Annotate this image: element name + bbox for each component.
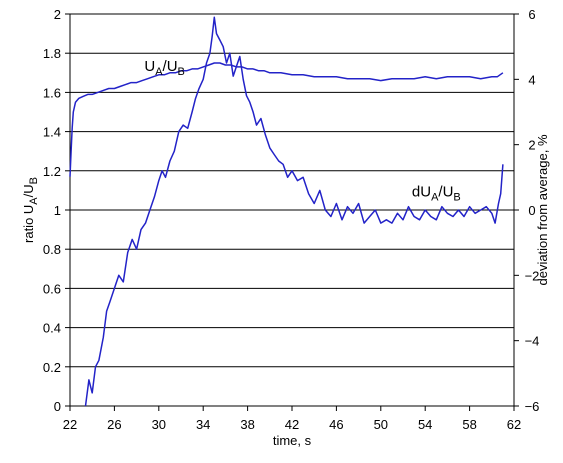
deviation-series	[84, 16, 504, 407]
deviation-series-line	[84, 16, 504, 407]
left-y-tick-label: 1.6	[43, 85, 61, 100]
x-tick-label: 58	[462, 417, 476, 432]
left-y-tick-label: 1.8	[43, 46, 61, 61]
left-y-tick-label: 1.2	[43, 164, 61, 179]
x-tick-label: 46	[329, 417, 343, 432]
left-y-tick-label: 1	[54, 203, 61, 218]
x-tick-label: 34	[196, 417, 210, 432]
left-y-tick-label: 1.4	[43, 125, 61, 140]
ratio-series	[69, 62, 504, 177]
left-y-tick-label: 0	[54, 399, 61, 414]
x-tick-label: 50	[374, 417, 388, 432]
left-y-axis-ticks: 0 0.2 0.4 0.6 0.8 1 1.2 1.4 1.6 1.8 2	[43, 7, 70, 414]
x-tick-label: 38	[240, 417, 254, 432]
series-annotations: UA/UB dUA/UB	[144, 58, 460, 203]
right-y-tick-label: 6	[528, 7, 535, 22]
horizontal-gridlines	[70, 13, 514, 407]
right-y-axis-title: deviation from average, %	[535, 134, 550, 285]
right-y-tick-label: 2	[528, 138, 535, 153]
left-y-tick-label: 0.4	[43, 321, 61, 336]
x-tick-label: 26	[107, 417, 121, 432]
x-axis-ticks: 22 26 30 34 38 42 46 50 54 58 62	[63, 406, 521, 432]
ratio-series-label: UA/UB	[144, 58, 185, 78]
deviation-series-label: dUA/UB	[412, 183, 461, 203]
right-y-tick-label: 0	[528, 203, 535, 218]
ratio-series-line	[69, 62, 504, 177]
x-tick-label: 42	[285, 417, 299, 432]
left-y-tick-label: 0.2	[43, 360, 61, 375]
x-tick-label: 54	[418, 417, 432, 432]
x-axis-title: time, s	[273, 433, 312, 448]
right-y-axis-ticks: −6 −4 −2 0 2 4 6	[514, 7, 539, 414]
right-y-tick-label: 4	[528, 72, 535, 87]
x-tick-label: 30	[152, 417, 166, 432]
left-y-tick-label: 0.8	[43, 242, 61, 257]
x-tick-label: 22	[63, 417, 77, 432]
right-y-tick-label: −6	[525, 399, 540, 414]
right-y-tick-label: −4	[525, 334, 540, 349]
right-y-tick-label: −2	[525, 268, 540, 283]
x-tick-label: 62	[507, 417, 521, 432]
left-y-tick-label: 0.6	[43, 281, 61, 296]
left-y-axis-title: ratio UA/UB	[21, 177, 40, 243]
left-y-tick-label: 2	[54, 7, 61, 22]
